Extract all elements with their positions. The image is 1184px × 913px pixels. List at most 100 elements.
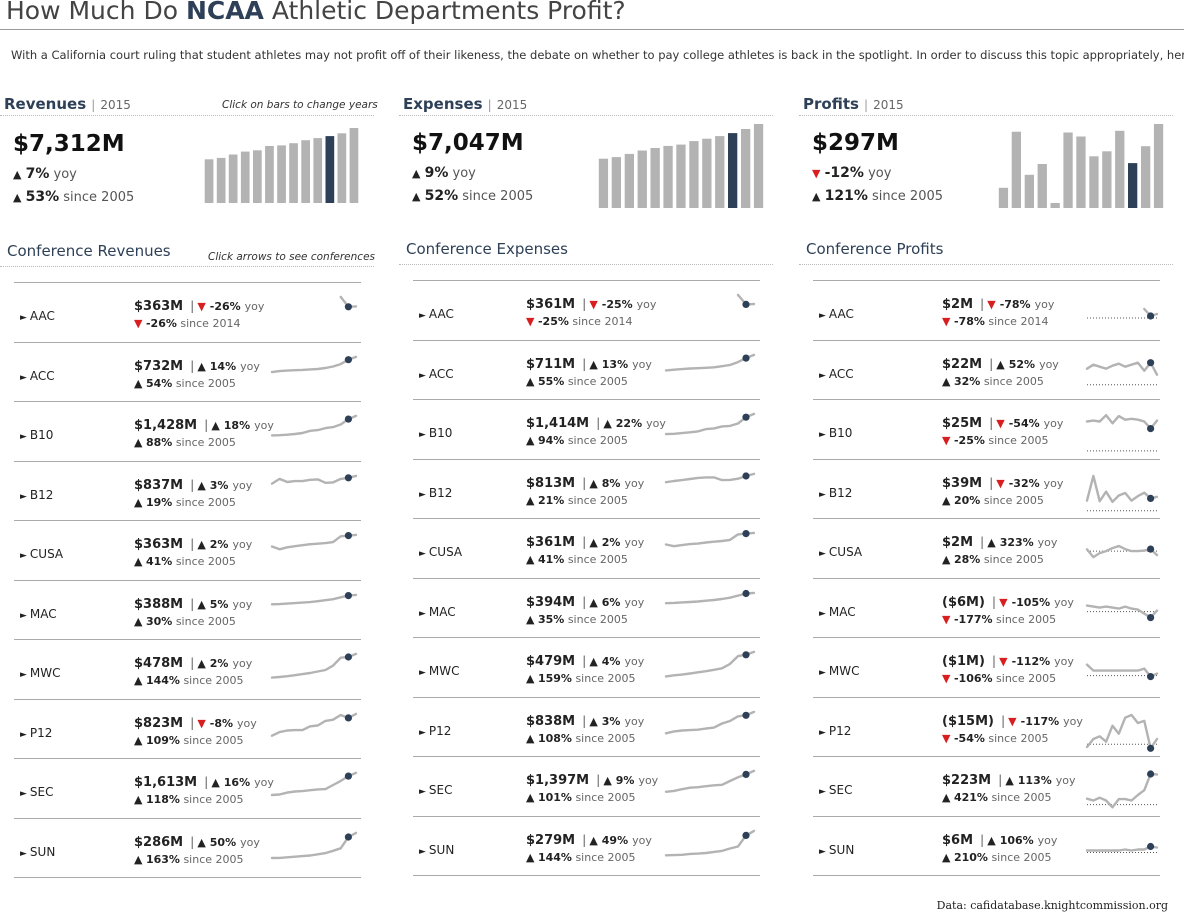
rev-bar-2014[interactable] [313, 138, 323, 203]
exp-conference-toggle[interactable]: ► CUSA [419, 545, 462, 559]
expand-arrow-icon[interactable]: ► [419, 787, 426, 797]
expand-arrow-icon[interactable]: ► [20, 492, 27, 502]
rev-conference-toggle[interactable]: ► CUSA [20, 547, 63, 561]
rev-conference-toggle[interactable]: ► SUN [20, 845, 55, 859]
expand-arrow-icon[interactable]: ► [819, 609, 826, 619]
expand-arrow-icon[interactable]: ► [419, 430, 426, 440]
expand-arrow-icon[interactable]: ► [20, 849, 27, 859]
pro-bar-2006[interactable] [1011, 131, 1021, 208]
exp-bar-2016[interactable] [741, 129, 751, 208]
exp-bar-2015[interactable] [728, 133, 738, 208]
rev-bar-2005[interactable] [204, 159, 214, 203]
expand-arrow-icon[interactable]: ► [419, 609, 426, 619]
exp-bar-2008[interactable] [637, 150, 647, 209]
rev-conference-toggle[interactable]: ► MWC [20, 666, 61, 680]
rev-conference-toggle[interactable]: ► P12 [20, 726, 52, 740]
rev-conference-toggle[interactable]: ► SEC [20, 785, 54, 799]
expand-arrow-icon[interactable]: ► [419, 549, 426, 559]
rev-conference-toggle[interactable]: ► ACC [20, 369, 55, 383]
expand-arrow-icon[interactable]: ► [419, 668, 426, 678]
pro-conference-toggle[interactable]: ► AAC [819, 307, 854, 321]
expand-arrow-icon[interactable]: ► [20, 373, 27, 383]
exp-conference-toggle[interactable]: ► AAC [419, 307, 454, 321]
pro-conference-toggle[interactable]: ► B12 [819, 486, 852, 500]
pro-conference-toggle[interactable]: ► P12 [819, 724, 851, 738]
exp-conference-toggle[interactable]: ► B12 [419, 486, 452, 500]
rev-bar-2009[interactable] [253, 150, 262, 203]
rev-conference-toggle[interactable]: ► B12 [20, 488, 53, 502]
expand-arrow-icon[interactable]: ► [819, 311, 826, 321]
expand-arrow-icon[interactable]: ► [20, 432, 27, 442]
pro-conference-toggle[interactable]: ► ACC [819, 367, 854, 381]
exp-bar-2009[interactable] [650, 148, 660, 208]
pro-bar-2005[interactable] [998, 187, 1009, 208]
exp-bar-2017[interactable] [753, 124, 764, 208]
exp-bar-2013[interactable] [702, 138, 712, 208]
pro-conference-toggle[interactable]: ► SUN [819, 843, 854, 857]
rev-bar-2013[interactable] [301, 140, 310, 203]
exp-bar-2010[interactable] [663, 145, 673, 208]
exp-bar-2006[interactable] [611, 157, 621, 208]
pro-bar-2012[interactable] [1089, 156, 1099, 208]
expand-arrow-icon[interactable]: ► [20, 730, 27, 740]
expand-arrow-icon[interactable]: ► [819, 847, 826, 857]
pro-bar-2016[interactable] [1141, 146, 1151, 208]
pro-bar-2013[interactable] [1102, 151, 1112, 208]
exp-bar-2005[interactable] [598, 158, 609, 208]
pro-conference-toggle[interactable]: ► MAC [819, 605, 856, 619]
expand-arrow-icon[interactable]: ► [419, 490, 426, 500]
exp-bar-2011[interactable] [676, 144, 686, 208]
pro-bar-2009[interactable] [1050, 203, 1060, 208]
exp-year-bar-chart[interactable] [597, 124, 765, 208]
expand-arrow-icon[interactable]: ► [819, 787, 826, 797]
pro-bar-2008[interactable] [1037, 164, 1047, 208]
pro-conference-toggle[interactable]: ► CUSA [819, 545, 862, 559]
expand-arrow-icon[interactable]: ► [419, 371, 426, 381]
exp-bar-2007[interactable] [624, 153, 634, 208]
pro-bar-2015[interactable] [1128, 163, 1138, 208]
exp-conference-toggle[interactable]: ► MWC [419, 664, 460, 678]
exp-conference-toggle[interactable]: ► MAC [419, 605, 456, 619]
expand-arrow-icon[interactable]: ► [20, 789, 27, 799]
rev-conference-toggle[interactable]: ► B10 [20, 428, 53, 442]
exp-bar-2014[interactable] [715, 136, 725, 208]
rev-conference-toggle[interactable]: ► AAC [20, 309, 55, 323]
pro-bar-2017[interactable] [1153, 124, 1164, 208]
expand-arrow-icon[interactable]: ► [20, 670, 27, 680]
exp-bar-2012[interactable] [689, 141, 699, 208]
rev-bar-2012[interactable] [289, 143, 298, 203]
expand-arrow-icon[interactable]: ► [819, 668, 826, 678]
rev-bar-2010[interactable] [265, 146, 274, 203]
rev-bar-2011[interactable] [277, 145, 286, 203]
exp-conference-toggle[interactable]: ► ACC [419, 367, 454, 381]
exp-conference-toggle[interactable]: ► SUN [419, 843, 454, 857]
rev-bar-2015[interactable] [325, 136, 335, 203]
rev-bar-2008[interactable] [240, 151, 250, 203]
exp-conference-toggle[interactable]: ► P12 [419, 724, 451, 738]
exp-conference-toggle[interactable]: ► SEC [419, 783, 453, 797]
expand-arrow-icon[interactable]: ► [819, 371, 826, 381]
pro-bar-2010[interactable] [1063, 132, 1073, 209]
expand-arrow-icon[interactable]: ► [419, 311, 426, 321]
expand-arrow-icon[interactable]: ► [819, 549, 826, 559]
pro-conference-toggle[interactable]: ► MWC [819, 664, 860, 678]
expand-arrow-icon[interactable]: ► [419, 728, 426, 738]
pro-conference-toggle[interactable]: ► SEC [819, 783, 853, 797]
expand-arrow-icon[interactable]: ► [20, 611, 27, 621]
expand-arrow-icon[interactable]: ► [819, 728, 826, 738]
pro-year-bar-chart[interactable] [997, 124, 1165, 208]
pro-bar-2011[interactable] [1076, 136, 1086, 209]
expand-arrow-icon[interactable]: ► [20, 551, 27, 561]
rev-bar-2006[interactable] [216, 157, 226, 203]
expand-arrow-icon[interactable]: ► [419, 847, 426, 857]
rev-conference-toggle[interactable]: ► MAC [20, 607, 57, 621]
exp-conference-toggle[interactable]: ► B10 [419, 426, 452, 440]
rev-bar-2016[interactable] [337, 133, 347, 203]
expand-arrow-icon[interactable]: ► [20, 313, 27, 323]
pro-bar-2014[interactable] [1115, 130, 1125, 208]
rev-year-bar-chart[interactable] [203, 128, 360, 203]
expand-arrow-icon[interactable]: ► [819, 430, 826, 440]
rev-bar-2017[interactable] [349, 128, 359, 203]
expand-arrow-icon[interactable]: ► [819, 490, 826, 500]
rev-bar-2007[interactable] [228, 154, 238, 204]
